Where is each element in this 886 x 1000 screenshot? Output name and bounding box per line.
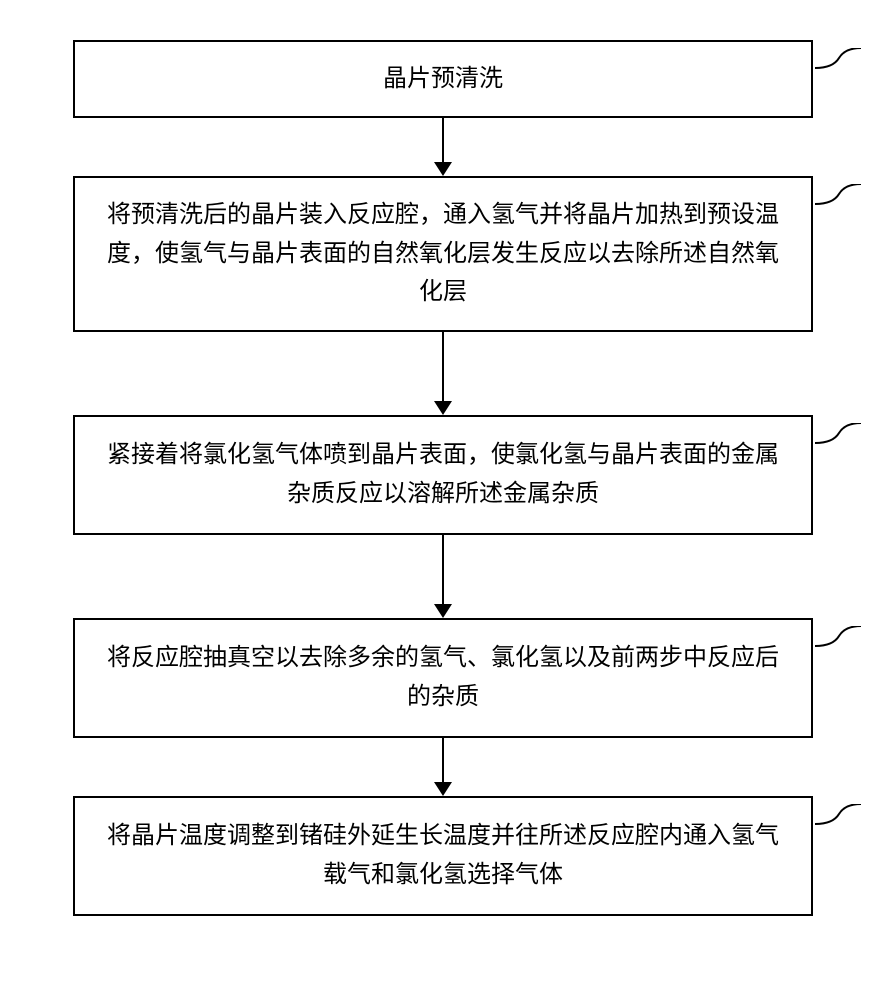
connector-curve-s1: [815, 48, 861, 72]
step-5-wrapper: 将晶片温度调整到锗硅外延生长温度并往所述反应腔内通入氢气载气和氯化氢选择气体 S…: [73, 796, 813, 916]
connector-curve-s3: [815, 423, 861, 447]
arrow-s3-s4: [73, 535, 813, 618]
step-text: 紧接着将氯化氢气体喷到晶片表面，使氯化氢与晶片表面的金属杂质反应以溶解所述金属杂…: [99, 436, 787, 513]
step-box-s2: 将预清洗后的晶片装入反应腔，通入氢气并将晶片加热到预设温度，使氢气与晶片表面的自…: [73, 176, 813, 331]
step-3-wrapper: 紧接着将氯化氢气体喷到晶片表面，使氯化氢与晶片表面的金属杂质反应以溶解所述金属杂…: [73, 415, 813, 535]
arrow-head-icon: [434, 401, 452, 415]
step-text: 将反应腔抽真空以去除多余的氢气、氯化氢以及前两步中反应后的杂质: [99, 639, 787, 716]
arrow-line: [442, 535, 444, 605]
step-1-wrapper: 晶片预清洗 S1: [73, 40, 813, 118]
arrow-s2-s3: [73, 332, 813, 415]
arrow-s1-s2: [73, 118, 813, 176]
step-box-s5: 将晶片温度调整到锗硅外延生长温度并往所述反应腔内通入氢气载气和氯化氢选择气体: [73, 796, 813, 916]
arrow-head-icon: [434, 604, 452, 618]
step-box-s4: 将反应腔抽真空以去除多余的氢气、氯化氢以及前两步中反应后的杂质: [73, 618, 813, 738]
connector-curve-s5: [815, 804, 861, 828]
arrow-line: [442, 332, 444, 402]
step-box-s1: 晶片预清洗: [73, 40, 813, 118]
arrow-line: [442, 738, 444, 783]
step-text: 将晶片温度调整到锗硅外延生长温度并往所述反应腔内通入氢气载气和氯化氢选择气体: [99, 817, 787, 894]
connector-curve-s4: [815, 626, 861, 650]
step-box-s3: 紧接着将氯化氢气体喷到晶片表面，使氯化氢与晶片表面的金属杂质反应以溶解所述金属杂…: [73, 415, 813, 535]
flowchart-container: 晶片预清洗 S1 将预清洗后的晶片装入反应腔，通入氢气并将晶片加热到预设温度，使…: [20, 40, 866, 916]
arrow-head-icon: [434, 782, 452, 796]
step-text: 晶片预清洗: [383, 60, 503, 98]
step-text: 将预清洗后的晶片装入反应腔，通入氢气并将晶片加热到预设温度，使氢气与晶片表面的自…: [99, 196, 787, 311]
step-2-wrapper: 将预清洗后的晶片装入反应腔，通入氢气并将晶片加热到预设温度，使氢气与晶片表面的自…: [73, 176, 813, 331]
connector-curve-s2: [815, 184, 861, 208]
arrow-s4-s5: [73, 738, 813, 796]
step-4-wrapper: 将反应腔抽真空以去除多余的氢气、氯化氢以及前两步中反应后的杂质 S4: [73, 618, 813, 738]
arrow-head-icon: [434, 162, 452, 176]
arrow-line: [442, 118, 444, 163]
